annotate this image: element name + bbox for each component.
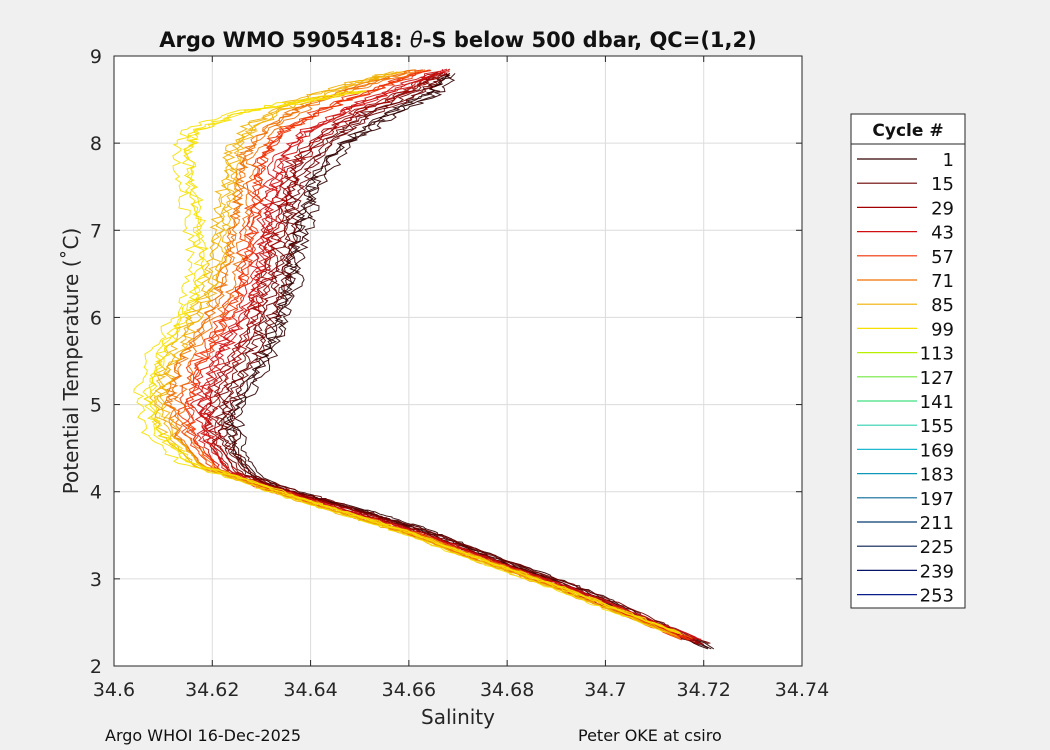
series-line bbox=[217, 72, 704, 646]
x-axis-label: Salinity bbox=[421, 705, 495, 729]
legend-label: 169 bbox=[920, 440, 954, 461]
grid bbox=[113, 55, 803, 667]
legend-label: 127 bbox=[920, 368, 954, 389]
x-tick-label: 34.68 bbox=[480, 679, 534, 701]
plot-frame bbox=[113, 55, 803, 667]
chart-title: Argo WMO 5905418: θ-S below 500 dbar, QC… bbox=[159, 28, 756, 52]
footer-author: Peter OKE at csiro bbox=[578, 726, 722, 745]
x-tick-label: 34.64 bbox=[283, 679, 337, 701]
series-line bbox=[221, 72, 711, 644]
legend-label: 71 bbox=[931, 271, 954, 292]
legend-label: 99 bbox=[931, 319, 954, 340]
series-line bbox=[199, 68, 702, 640]
y-tick-label: 6 bbox=[90, 307, 102, 329]
series-group bbox=[133, 68, 715, 650]
y-tick-label: 2 bbox=[90, 656, 102, 678]
legend-label: 253 bbox=[920, 586, 954, 607]
legend-label: 155 bbox=[920, 416, 954, 437]
series-line bbox=[133, 90, 667, 633]
legend-label: 197 bbox=[920, 489, 954, 510]
legend-items: 1 15 29 43 57 71 85 99 113 127 141 155 169 183 197 211 2… bbox=[857, 150, 954, 607]
x-tick-label: 34.7 bbox=[584, 679, 626, 701]
legend-title: Cycle # bbox=[872, 121, 943, 141]
y-tick-label: 7 bbox=[90, 220, 102, 242]
legend-label: 211 bbox=[920, 513, 954, 534]
series-line bbox=[221, 72, 709, 645]
x-tick-label: 34.74 bbox=[775, 679, 829, 701]
legend-label: 113 bbox=[920, 344, 954, 365]
footer-source: Argo WHOI 16-Dec-2025 bbox=[105, 726, 302, 745]
x-tick-label: 34.6 bbox=[93, 679, 135, 701]
series-line bbox=[162, 69, 680, 640]
series-line bbox=[153, 71, 678, 637]
ticks: 34.6 34.62 34.64 34.66 34.68 34.7 34.72 34.74 2 3… bbox=[90, 46, 829, 701]
legend-label: 43 bbox=[931, 223, 954, 244]
legend-label: 141 bbox=[920, 392, 954, 413]
series-line bbox=[229, 72, 712, 650]
x-tick-label: 34.62 bbox=[185, 679, 239, 701]
legend-box bbox=[850, 113, 966, 609]
y-tick-label: 8 bbox=[90, 133, 102, 155]
legend-label: 29 bbox=[931, 198, 954, 219]
x-tick-label: 34.72 bbox=[677, 679, 731, 701]
x-tick-label: 34.66 bbox=[382, 679, 436, 701]
y-tick-label: 9 bbox=[90, 46, 102, 68]
legend-label: 239 bbox=[920, 561, 954, 582]
series-line bbox=[148, 90, 681, 633]
y-axis-label: Potential Temperature (˚C) bbox=[59, 228, 83, 495]
legend: Cycle # 1 15 29 43 57 71 85 99 113 127 141 155 169 18… bbox=[850, 113, 966, 609]
legend-label: 15 bbox=[931, 174, 954, 195]
plot-background bbox=[114, 56, 802, 666]
y-tick-label: 3 bbox=[90, 569, 102, 591]
legend-label: 57 bbox=[931, 247, 954, 268]
legend-label: 85 bbox=[931, 295, 954, 316]
y-tick-label: 5 bbox=[90, 395, 102, 417]
series-line bbox=[143, 90, 682, 634]
legend-label: 183 bbox=[920, 465, 954, 486]
legend-label: 1 bbox=[943, 150, 954, 171]
legend-label: 225 bbox=[920, 537, 954, 558]
y-tick-label: 4 bbox=[90, 482, 102, 504]
